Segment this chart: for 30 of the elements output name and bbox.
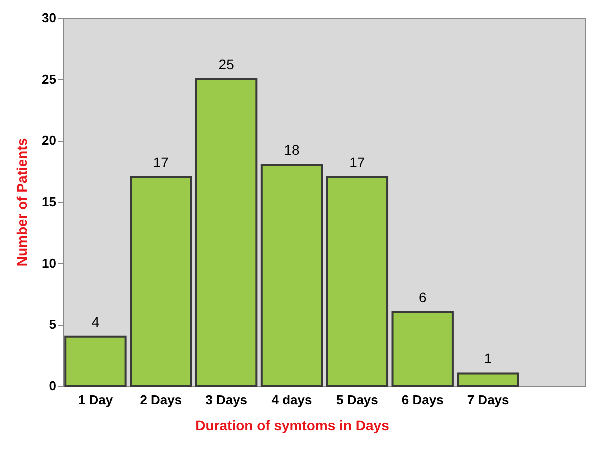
y-tick-label: 15 — [42, 194, 56, 210]
data-label: 1 — [484, 350, 492, 367]
x-tick-label: 2 Days — [140, 392, 182, 408]
y-tick-label: 25 — [42, 72, 56, 87]
x-tick-label: 1 Day — [78, 392, 114, 408]
data-label: 25 — [218, 56, 235, 72]
bar — [392, 311, 454, 387]
x-tick-label: 4 days — [272, 392, 312, 408]
y-tick-label: 10 — [42, 256, 56, 271]
x-tick-label: 3 Days — [206, 392, 248, 408]
y-tick-label: 5 — [49, 317, 56, 332]
x-tick-label: 5 Days — [336, 392, 378, 408]
x-tick-label: 6 Days — [402, 392, 444, 408]
y-tick-label: 20 — [42, 133, 56, 148]
data-label: 17 — [153, 154, 170, 170]
data-label: 6 — [418, 289, 427, 306]
bar — [260, 164, 324, 387]
data-label: 17 — [350, 154, 366, 170]
bar — [326, 176, 389, 387]
bar — [457, 372, 520, 387]
data-label: 18 — [284, 142, 300, 158]
y-tick-label: 0 — [49, 378, 56, 394]
bar — [195, 78, 258, 387]
bar — [130, 176, 192, 387]
data-label: 4 — [92, 314, 100, 330]
y-tick-label: 30 — [42, 10, 56, 26]
y-axis-title: Number of Patients — [14, 138, 30, 267]
x-tick-label: 7 Days — [467, 392, 510, 408]
bar — [64, 336, 127, 387]
x-axis-title: Duration of symtoms in Days — [196, 418, 390, 434]
